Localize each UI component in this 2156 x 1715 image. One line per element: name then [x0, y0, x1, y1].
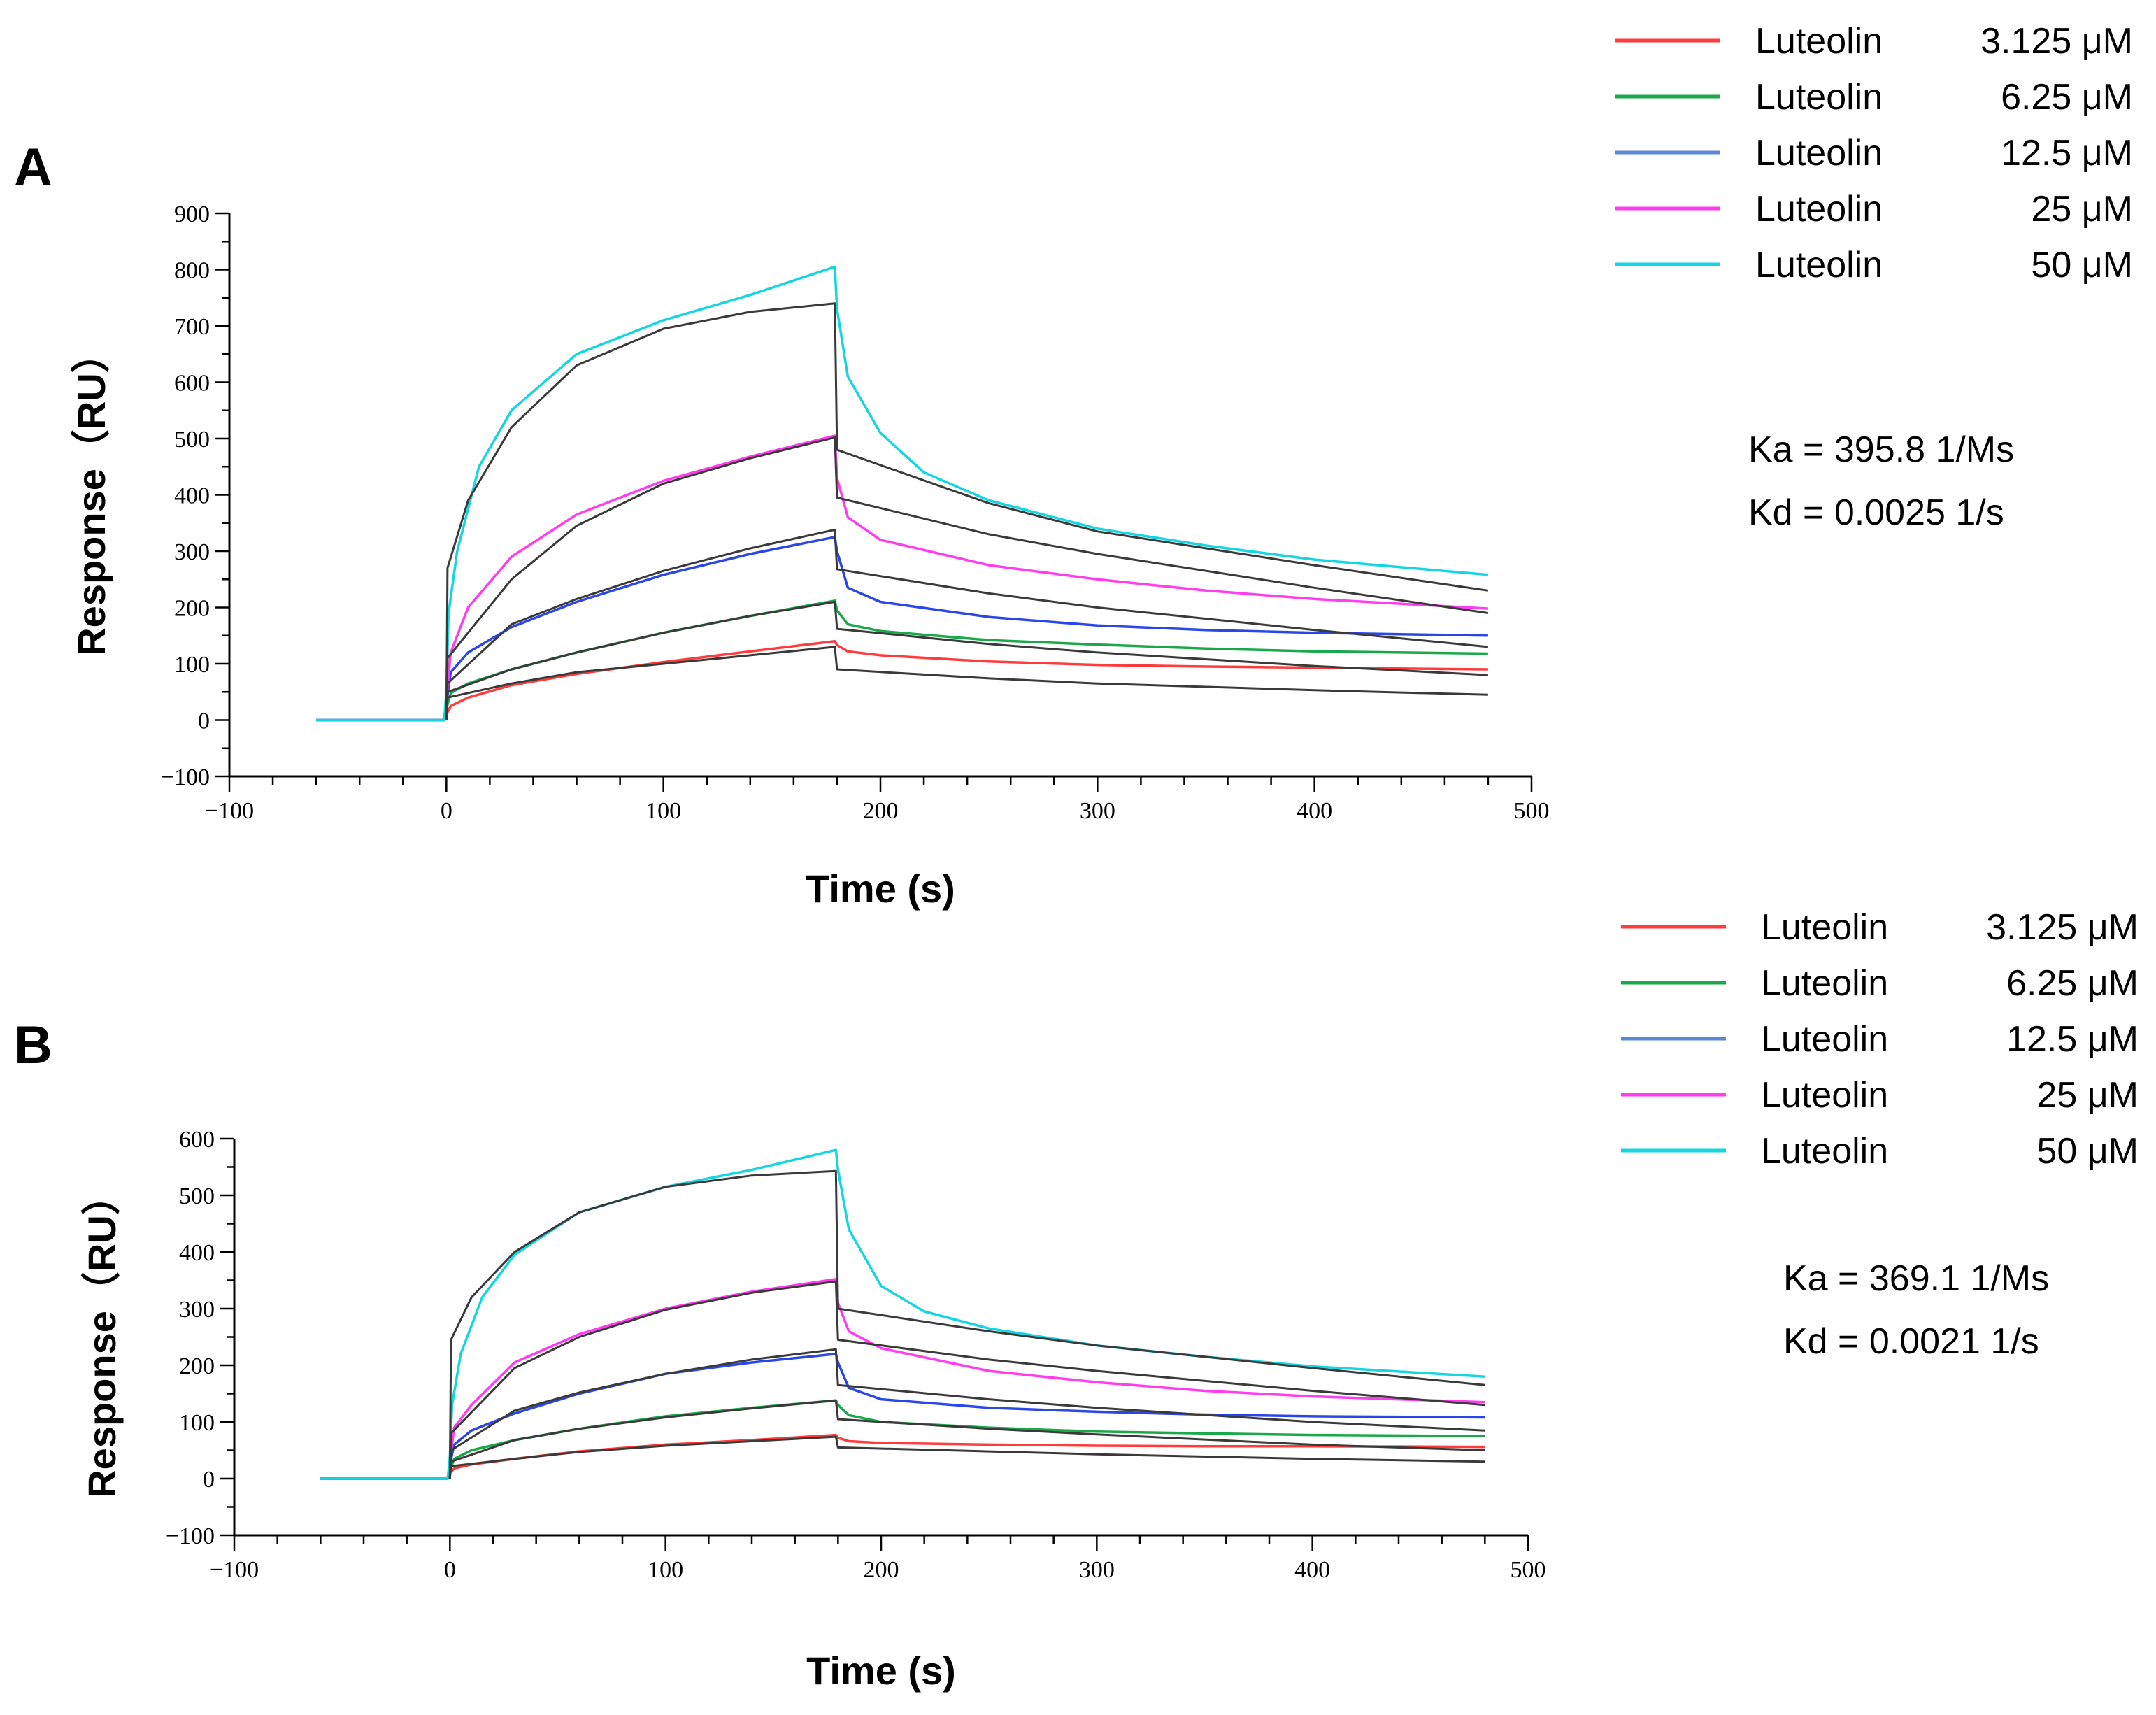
x-tick-label: 400: [1294, 1557, 1330, 1583]
legend-name: Luteolin: [1761, 1075, 1888, 1116]
fit-line-8: [448, 1280, 1485, 1479]
series-line-0: [316, 640, 1488, 722]
series-line-4: [320, 1148, 1485, 1480]
y-tick-label: 500: [174, 427, 210, 453]
y-tick-label: 500: [179, 1183, 215, 1209]
y-tick-label: 700: [174, 314, 210, 340]
x-tick-label: 300: [1079, 1557, 1115, 1583]
legend-concentration: 50 μM: [2036, 1131, 2139, 1172]
series-line-3: [316, 434, 1488, 722]
legend-name: Luteolin: [1755, 133, 1883, 173]
legend-concentration: 3.125 μM: [1980, 21, 2133, 62]
y-tick-label: 600: [174, 371, 210, 397]
series-line-1: [320, 1399, 1485, 1480]
series-line-3: [320, 1278, 1485, 1480]
x-tick-label: 300: [1080, 798, 1115, 824]
series-line-0: [320, 1433, 1485, 1480]
x-tick-label: 0: [444, 1557, 456, 1583]
x-axis-label: Time (s): [806, 867, 955, 911]
y-axis-label: Response（RU）: [69, 334, 113, 656]
legend-concentration: 6.25 μM: [2006, 963, 2139, 1004]
y-tick-label: 300: [174, 539, 210, 565]
chart-panel-A: A −100 0 100 200 300 400 500 −100 0 100 200 300 400 50…: [14, 21, 2133, 911]
legend-name: Luteolin: [1755, 245, 1883, 285]
x-tick-label: −100: [210, 1557, 259, 1583]
legend-concentration: 50 μM: [2031, 245, 2133, 285]
fit-line-7: [445, 528, 1489, 720]
kinetics-annotation: Kd = 0.0021 1/s: [1783, 1321, 2039, 1362]
y-tick-label: 200: [179, 1353, 215, 1379]
y-tick-label: 200: [174, 596, 210, 622]
x-tick-label: 0: [441, 798, 452, 824]
x-tick-label: 400: [1297, 798, 1332, 824]
legend-name: Luteolin: [1755, 77, 1883, 118]
series-line-4: [316, 265, 1489, 722]
legend-concentration: 25 μM: [2036, 1075, 2139, 1116]
legend-name: Luteolin: [1761, 1131, 1888, 1172]
legend-concentration: 12.5 μM: [2001, 133, 2133, 173]
fit-line-9: [445, 302, 1489, 720]
legend-concentration: 25 μM: [2031, 189, 2133, 229]
y-tick-label: 600: [179, 1127, 215, 1153]
series-line-1: [316, 599, 1488, 722]
panel-label: B: [14, 1016, 52, 1075]
legend-concentration: 3.125 μM: [1986, 907, 2139, 948]
fit-line-8: [445, 436, 1489, 720]
y-tick-label: 400: [174, 483, 210, 509]
y-tick-label: 0: [198, 709, 210, 734]
legend-concentration: 6.25 μM: [2001, 77, 2133, 118]
y-tick-label: 100: [179, 1410, 215, 1436]
legend-name: Luteolin: [1761, 963, 1888, 1004]
x-tick-label: 100: [645, 798, 681, 824]
y-axis-label: Response（RU）: [80, 1176, 124, 1498]
chart-panel-B: B −100 0 100 200 300 400 500 −100 0 100 200 300 400 50…: [14, 907, 2139, 1693]
x-tick-label: 500: [1511, 1557, 1546, 1583]
legend-concentration: 12.5 μM: [2006, 1019, 2139, 1060]
fit-line-9: [448, 1169, 1485, 1479]
legend-name: Luteolin: [1755, 189, 1883, 229]
fit-line-6: [448, 1399, 1485, 1479]
legend-name: Luteolin: [1761, 907, 1888, 948]
fit-line-6: [445, 601, 1488, 720]
x-tick-label: −100: [205, 798, 254, 824]
series-line-2: [320, 1353, 1485, 1480]
legend-name: Luteolin: [1755, 21, 1883, 62]
kinetics-annotation: Ka = 395.8 1/Ms: [1748, 429, 2014, 470]
legend-name: Luteolin: [1761, 1019, 1888, 1060]
y-tick-label: 100: [174, 652, 210, 678]
y-tick-label: −100: [166, 1523, 215, 1549]
fit-line-5: [448, 1435, 1485, 1479]
x-tick-label: 500: [1514, 798, 1550, 824]
kinetics-annotation: Kd = 0.0025 1/s: [1748, 492, 2004, 533]
y-tick-label: 0: [203, 1467, 215, 1493]
y-tick-label: −100: [161, 764, 210, 790]
kinetics-annotation: Ka = 369.1 1/Ms: [1783, 1258, 2049, 1299]
y-tick-label: 900: [174, 201, 210, 227]
fit-line-5: [445, 646, 1488, 720]
series-line-2: [316, 536, 1488, 722]
y-tick-label: 300: [179, 1297, 215, 1323]
x-tick-label: 200: [863, 798, 899, 824]
x-axis-label: Time (s): [806, 1649, 956, 1693]
y-tick-label: 800: [174, 258, 210, 284]
x-tick-label: 100: [648, 1557, 683, 1583]
x-tick-label: 200: [864, 1557, 899, 1583]
y-tick-label: 400: [179, 1240, 215, 1266]
fit-line-7: [448, 1348, 1485, 1479]
panel-label: A: [14, 138, 52, 197]
